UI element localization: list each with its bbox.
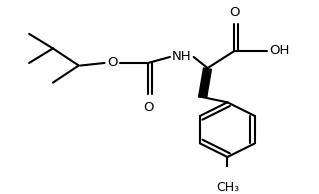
Text: CH₃: CH₃ <box>216 181 239 194</box>
Text: O: O <box>143 100 153 114</box>
Text: NH: NH <box>172 50 192 63</box>
Text: O: O <box>229 6 240 19</box>
Polygon shape <box>199 68 209 97</box>
Text: OH: OH <box>269 44 289 57</box>
Text: O: O <box>107 56 118 69</box>
